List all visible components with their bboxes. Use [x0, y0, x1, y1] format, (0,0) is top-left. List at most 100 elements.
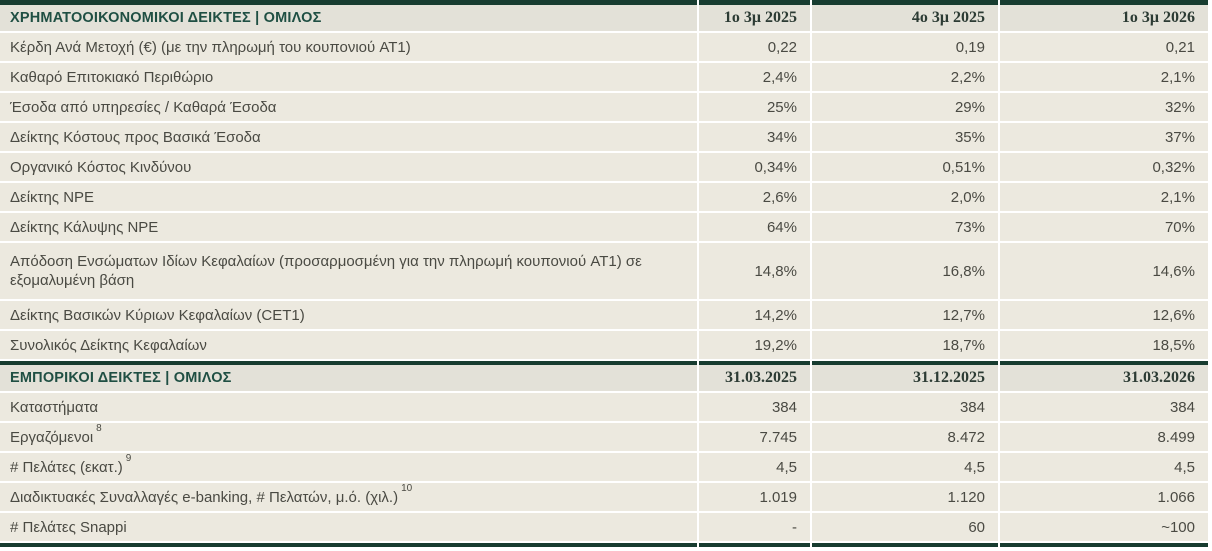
row-label-text: Καθαρό Επιτοκιακό Περιθώριο: [10, 68, 214, 86]
row-label: Συνολικός Δείκτης Κεφαλαίων: [0, 331, 697, 359]
row-value-period-1: -: [699, 513, 810, 541]
table-row: Εργαζόμενοι 8 7.745 8.472 8.499: [0, 423, 1208, 451]
row-value-period-3: 2,1%: [1000, 63, 1208, 91]
row-label: Διαδικτυακές Συναλλαγές e-banking, # Πελ…: [0, 483, 697, 511]
column-header-date-2: 31.12.2025: [812, 365, 998, 391]
row-label: Κέρδη Ανά Μετοχή (€) (με την πληρωμή του…: [0, 33, 697, 61]
divider-segment: [812, 543, 998, 547]
row-value-period-1: 25%: [699, 93, 810, 121]
row-label-text: Εργαζόμενοι: [10, 428, 94, 446]
row-label-text: Έσοδα από υπηρεσίες / Καθαρά Έσοδα: [10, 98, 277, 116]
row-label-text: Δείκτης Βασικών Κύριων Κεφαλαίων (CET1): [10, 306, 305, 324]
section-title: ΕΜΠΟΡΙΚΟΙ ΔΕΙΚΤΕΣ | ΟΜΙΛΟΣ: [0, 365, 697, 391]
row-label: Δείκτης Βασικών Κύριων Κεφαλαίων (CET1): [0, 301, 697, 329]
row-value-period-2: 0,19: [812, 33, 998, 61]
row-value-period-2: 18,7%: [812, 331, 998, 359]
table-row: Δείκτης Κάλυψης NPE 64% 73% 70%: [0, 213, 1208, 241]
row-label-text: Συνολικός Δείκτης Κεφαλαίων: [10, 336, 207, 354]
row-value-period-2: 0,51%: [812, 153, 998, 181]
row-label-text: # Πελάτες Snappi: [10, 518, 127, 536]
divider-segment: [0, 543, 697, 547]
row-label: Έσοδα από υπηρεσίες / Καθαρά Έσοδα: [0, 93, 697, 121]
row-value-period-1: 64%: [699, 213, 810, 241]
column-header-period-1: 1ο 3μ 2025: [699, 5, 810, 31]
row-label-text: Δείκτης Κάλυψης NPE: [10, 218, 159, 236]
row-value-period-2: 2,0%: [812, 183, 998, 211]
row-value-period-1: 19,2%: [699, 331, 810, 359]
section-divider: [0, 361, 1208, 365]
divider-segment: [0, 0, 697, 5]
divider-segment: [1000, 361, 1208, 365]
table-row: Καταστήματα 384 384 384: [0, 393, 1208, 421]
row-value-period-3: 70%: [1000, 213, 1208, 241]
table-row: Συνολικός Δείκτης Κεφαλαίων 19,2% 18,7% …: [0, 331, 1208, 359]
table-row: # Πελάτες (εκατ.) 9 4,5 4,5 4,5: [0, 453, 1208, 481]
divider-segment: [1000, 543, 1208, 547]
row-label-text: Κέρδη Ανά Μετοχή (€) (με την πληρωμή του…: [10, 38, 411, 56]
row-value-period-3: 18,5%: [1000, 331, 1208, 359]
row-label: # Πελάτες Snappi: [0, 513, 697, 541]
row-value-period-1: 0,34%: [699, 153, 810, 181]
divider-segment: [0, 361, 697, 365]
table-row: Δείκτης NPE 2,6% 2,0% 2,1%: [0, 183, 1208, 211]
row-value-period-2: 8.472: [812, 423, 998, 451]
table-row: Δείκτης Βασικών Κύριων Κεφαλαίων (CET1) …: [0, 301, 1208, 329]
row-value-period-1: 2,6%: [699, 183, 810, 211]
row-value-period-2: 29%: [812, 93, 998, 121]
row-value-period-3: 0,21: [1000, 33, 1208, 61]
row-label-text: Απόδοση Ενσώματων Ιδίων Κεφαλαίων (προσα…: [10, 252, 642, 290]
row-value-period-1: 384: [699, 393, 810, 421]
table-row: Κέρδη Ανά Μετοχή (€) (με την πληρωμή του…: [0, 33, 1208, 61]
row-value-period-3: 2,1%: [1000, 183, 1208, 211]
column-header-date-3: 31.03.2026: [1000, 365, 1208, 391]
row-value-period-3: 4,5: [1000, 453, 1208, 481]
row-value-period-2: 16,8%: [812, 243, 998, 299]
row-value-period-1: 14,8%: [699, 243, 810, 299]
table-row: Οργανικό Κόστος Κινδύνου 0,34% 0,51% 0,3…: [0, 153, 1208, 181]
row-label-text: Διαδικτυακές Συναλλαγές e-banking, # Πελ…: [10, 488, 399, 506]
divider-segment: [699, 361, 810, 365]
row-label: # Πελάτες (εκατ.) 9: [0, 453, 697, 481]
section-commercial-indicators: ΕΜΠΟΡΙΚΟΙ ΔΕΙΚΤΕΣ | ΟΜΙΛΟΣ 31.03.2025 31…: [0, 361, 1208, 541]
section-header-row: ΕΜΠΟΡΙΚΟΙ ΔΕΙΚΤΕΣ | ΟΜΙΛΟΣ 31.03.2025 31…: [0, 365, 1208, 391]
row-value-period-3: ~100: [1000, 513, 1208, 541]
row-label: Εργαζόμενοι 8: [0, 423, 697, 451]
table-row: Έσοδα από υπηρεσίες / Καθαρά Έσοδα 25% 2…: [0, 93, 1208, 121]
divider-segment: [812, 0, 998, 5]
row-label: Καθαρό Επιτοκιακό Περιθώριο: [0, 63, 697, 91]
row-value-period-1: 2,4%: [699, 63, 810, 91]
row-label: Απόδοση Ενσώματων Ιδίων Κεφαλαίων (προσα…: [0, 243, 697, 299]
row-value-period-2: 1.120: [812, 483, 998, 511]
row-label: Οργανικό Κόστος Κινδύνου: [0, 153, 697, 181]
row-value-period-1: 0,22: [699, 33, 810, 61]
row-value-period-1: 4,5: [699, 453, 810, 481]
row-label-text: Καταστήματα: [10, 398, 99, 416]
column-header-period-2: 4ο 3μ 2025: [812, 5, 998, 31]
section-financial-ratios: ΧΡΗΜΑΤΟΟΙΚΟΝΟΜΙΚΟΙ ΔΕΙΚΤΕΣ | ΟΜΙΛΟΣ 1ο 3…: [0, 0, 1208, 359]
section-top-border: [0, 0, 1208, 5]
divider-segment: [699, 543, 810, 547]
table-bottom-border: [0, 543, 1208, 547]
table-row: Καθαρό Επιτοκιακό Περιθώριο 2,4% 2,2% 2,…: [0, 63, 1208, 91]
row-label: Δείκτης Κάλυψης NPE: [0, 213, 697, 241]
table-row: # Πελάτες Snappi - 60 ~100: [0, 513, 1208, 541]
row-label-text: # Πελάτες (εκατ.): [10, 458, 123, 476]
row-value-period-2: 60: [812, 513, 998, 541]
row-value-period-3: 14,6%: [1000, 243, 1208, 299]
column-header-date-1: 31.03.2025: [699, 365, 810, 391]
row-label: Δείκτης Κόστους προς Βασικά Έσοδα: [0, 123, 697, 151]
row-value-period-2: 73%: [812, 213, 998, 241]
row-label: Δείκτης NPE: [0, 183, 697, 211]
column-header-period-3: 1ο 3μ 2026: [1000, 5, 1208, 31]
section-title: ΧΡΗΜΑΤΟΟΙΚΟΝΟΜΙΚΟΙ ΔΕΙΚΤΕΣ | ΟΜΙΛΟΣ: [0, 5, 697, 31]
section-rows: Καταστήματα 384 384 384 Εργαζόμενοι 8 7.7…: [0, 393, 1208, 541]
row-value-period-3: 384: [1000, 393, 1208, 421]
row-value-period-3: 32%: [1000, 93, 1208, 121]
row-value-period-1: 34%: [699, 123, 810, 151]
table-row: Δείκτης Κόστους προς Βασικά Έσοδα 34% 35…: [0, 123, 1208, 151]
row-label-text: Δείκτης Κόστους προς Βασικά Έσοδα: [10, 128, 261, 146]
row-value-period-2: 384: [812, 393, 998, 421]
section-rows: Κέρδη Ανά Μετοχή (€) (με την πληρωμή του…: [0, 33, 1208, 359]
row-value-period-3: 12,6%: [1000, 301, 1208, 329]
row-value-period-3: 1.066: [1000, 483, 1208, 511]
